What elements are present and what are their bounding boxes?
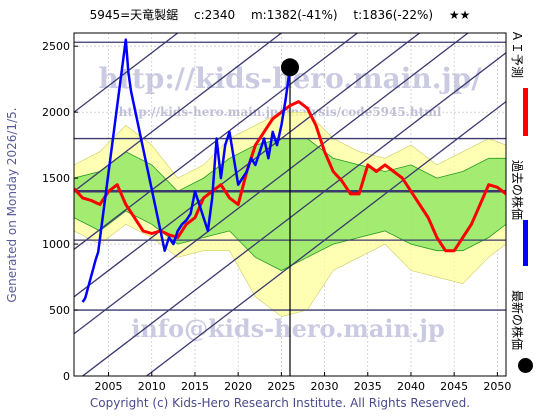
legend-ai-label: ＡＩ予測	[510, 30, 524, 79]
latest-price-marker	[281, 58, 299, 77]
trend-line	[74, 33, 179, 113]
copyright-footer: Copyright (c) Kids-Hero Research Institu…	[89, 396, 471, 410]
x-tick-label: 2025	[267, 380, 295, 393]
x-tick-label: 2005	[95, 380, 123, 393]
legend-past-swatch	[523, 220, 528, 266]
watermark-bottom: info@kids-hero.main.jp	[131, 314, 445, 343]
y-tick-label: 2000	[42, 106, 70, 119]
x-tick-label: 2040	[397, 380, 425, 393]
y-tick-label: 1500	[42, 172, 70, 185]
x-tick-label: 2015	[181, 380, 209, 393]
legend-ai: ＡＩ予測	[510, 30, 540, 140]
latest-marker-group	[281, 58, 299, 77]
legend-latest-swatch	[518, 358, 533, 373]
legend-past: 過去の株価	[510, 160, 540, 270]
axis-ticks: 2005 2010 2015 2020 2025 2030 2035 2040 2045 2050…	[42, 40, 511, 393]
past-price-line	[81, 38, 292, 303]
legend-past-label: 過去の株価	[510, 160, 524, 221]
x-tick-label: 2050	[483, 380, 511, 393]
support-resistance-lines	[74, 41, 506, 376]
x-tick-label: 2035	[354, 380, 382, 393]
legend-latest: 最新の株価	[510, 290, 540, 380]
chart-title: 5945=天竜製鋸 c:2340 m:1382(-41%) t:1836(-22…	[89, 8, 471, 22]
y-tick-label: 2500	[42, 40, 70, 53]
x-tick-label: 2010	[138, 380, 166, 393]
y-tick-label: 500	[49, 304, 70, 317]
legend-ai-swatch	[523, 88, 528, 136]
ai-forecast-line	[74, 100, 506, 253]
x-tick-label: 2030	[311, 380, 339, 393]
x-tick-label: 2045	[440, 380, 468, 393]
trend-line	[74, 33, 283, 192]
y-tick-label: 0	[63, 370, 70, 383]
legend-latest-label: 最新の株価	[510, 290, 524, 351]
x-tick-label: 2020	[224, 380, 252, 393]
y-tick-label: 1000	[42, 238, 70, 251]
plot-frame	[73, 32, 507, 377]
series-lines	[74, 38, 506, 303]
